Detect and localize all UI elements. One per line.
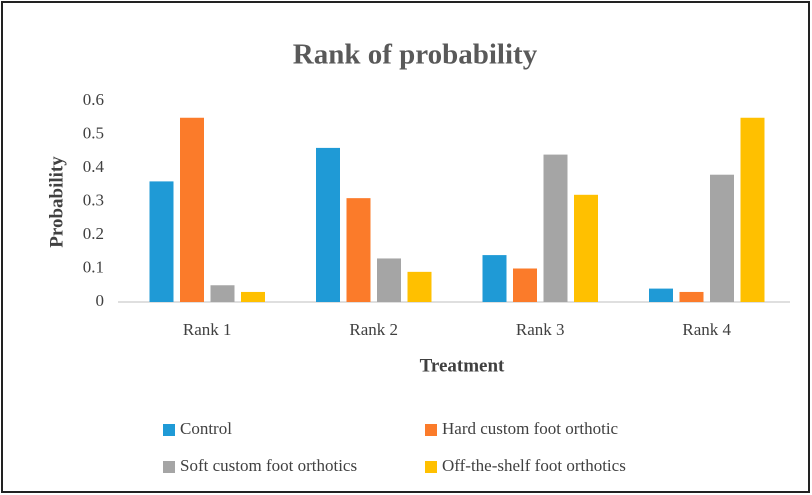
bar <box>710 174 734 302</box>
bar <box>241 291 265 302</box>
legend-swatch <box>425 461 437 473</box>
y-tick-label: 0.3 <box>83 190 104 209</box>
x-tick-label: Rank 4 <box>682 320 731 339</box>
bar <box>407 271 432 302</box>
x-tick-label: Rank 3 <box>516 320 565 339</box>
y-tick-label: 0 <box>96 291 105 310</box>
bar <box>316 147 340 302</box>
x-tick-label: Rank 2 <box>349 320 398 339</box>
legend-label: Soft custom foot orthotics <box>180 456 357 475</box>
bar <box>346 198 371 302</box>
x-tick-label: Rank 1 <box>183 320 232 339</box>
bar <box>180 117 204 302</box>
bar <box>149 181 174 302</box>
bar <box>482 255 507 302</box>
x-axis-label: Treatment <box>420 355 505 376</box>
y-axis-label: Probability <box>46 156 67 248</box>
legend-swatch <box>163 461 175 473</box>
y-tick-label: 0.4 <box>83 157 105 176</box>
legend-swatch <box>163 424 175 436</box>
y-tick-label: 0.2 <box>83 224 104 243</box>
bar <box>513 268 537 302</box>
bar <box>543 154 568 302</box>
legend-label: Off-the-shelf foot orthotics <box>442 456 626 475</box>
legend-label: Hard custom foot orthotic <box>442 419 619 438</box>
legend-swatch <box>425 424 437 436</box>
bar <box>210 285 235 302</box>
bar <box>679 291 704 302</box>
y-tick-label: 0.1 <box>83 257 104 276</box>
bar <box>740 117 765 302</box>
bar <box>574 194 598 302</box>
y-tick-label: 0.6 <box>83 90 104 109</box>
legend-label: Control <box>180 419 232 438</box>
bar <box>377 258 401 302</box>
chart-title: Rank of probability <box>293 39 538 71</box>
bar <box>649 288 673 302</box>
y-tick-label: 0.5 <box>83 123 104 142</box>
